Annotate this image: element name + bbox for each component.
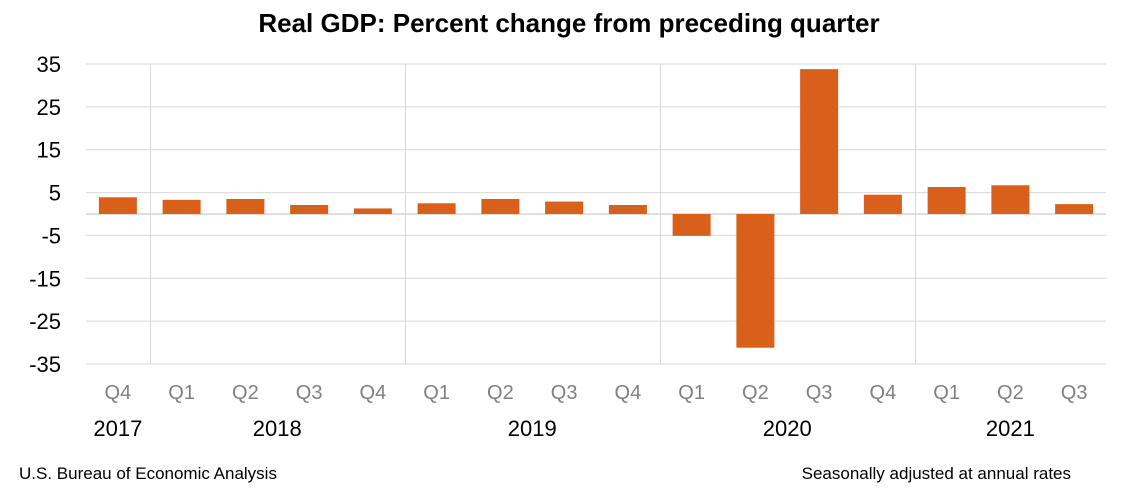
bar [545, 201, 584, 214]
bar [98, 197, 137, 214]
x-tick-label: Q3 [551, 382, 578, 404]
bars [98, 69, 1094, 348]
bar [226, 199, 265, 214]
x-tick-label: Q4 [870, 382, 897, 404]
bar [353, 208, 392, 214]
year-label: 2020 [763, 416, 812, 441]
year-label: 2017 [93, 416, 142, 441]
y-tick-label: -5 [41, 223, 61, 248]
x-tick-label: Q1 [933, 382, 960, 404]
year-separators [150, 64, 916, 364]
year-label: 2018 [253, 416, 302, 441]
y-tick-label: 15 [37, 138, 61, 163]
year-labels: 2017 2018 2019 2020 2021 [93, 416, 1034, 441]
year-label: 2019 [508, 416, 557, 441]
bar [162, 199, 201, 214]
y-tick-label: -25 [29, 309, 61, 334]
bar [290, 205, 329, 214]
x-tick-label: Q1 [678, 382, 705, 404]
x-tick-label: Q1 [423, 382, 450, 404]
x-tick-label: Q2 [487, 382, 514, 404]
bar [417, 203, 456, 214]
x-tick-label: Q3 [806, 382, 833, 404]
bar [1055, 204, 1094, 214]
x-tick-label: Q2 [232, 382, 259, 404]
y-tick-label: 25 [37, 95, 61, 120]
x-tick-label: Q4 [105, 382, 132, 404]
x-tick-label: Q4 [360, 382, 387, 404]
chart-title: Real GDP: Percent change from preceding … [258, 8, 880, 38]
y-tick-labels: 35 25 15 5 -5 -15 -25 -35 [29, 52, 61, 377]
bar [481, 199, 520, 214]
x-tick-label: Q2 [742, 382, 769, 404]
x-tick-label: Q4 [615, 382, 642, 404]
bar [927, 187, 966, 214]
x-tick-labels: Q4 Q1 Q2 Q3 Q4 Q1 Q2 Q3 Q4 Q1 Q2 Q3 Q4 Q1 Q2 Q3 [105, 382, 1088, 404]
y-tick-label: -35 [29, 352, 61, 377]
x-tick-label: Q3 [1061, 382, 1088, 404]
year-label: 2021 [986, 416, 1035, 441]
source-note: U.S. Bureau of Economic Analysis [19, 464, 277, 483]
bar [991, 185, 1030, 214]
bar [672, 214, 711, 236]
x-tick-label: Q3 [296, 382, 323, 404]
y-tick-label: 35 [37, 52, 61, 77]
x-tick-label: Q2 [997, 382, 1024, 404]
y-tick-label: -15 [29, 266, 61, 291]
x-tick-label: Q1 [168, 382, 195, 404]
bar [736, 214, 775, 348]
bar [800, 69, 839, 215]
y-tick-label: 5 [49, 181, 61, 206]
bar [863, 194, 902, 214]
adjustment-note: Seasonally adjusted at annual rates [801, 464, 1071, 483]
bar [608, 205, 647, 214]
